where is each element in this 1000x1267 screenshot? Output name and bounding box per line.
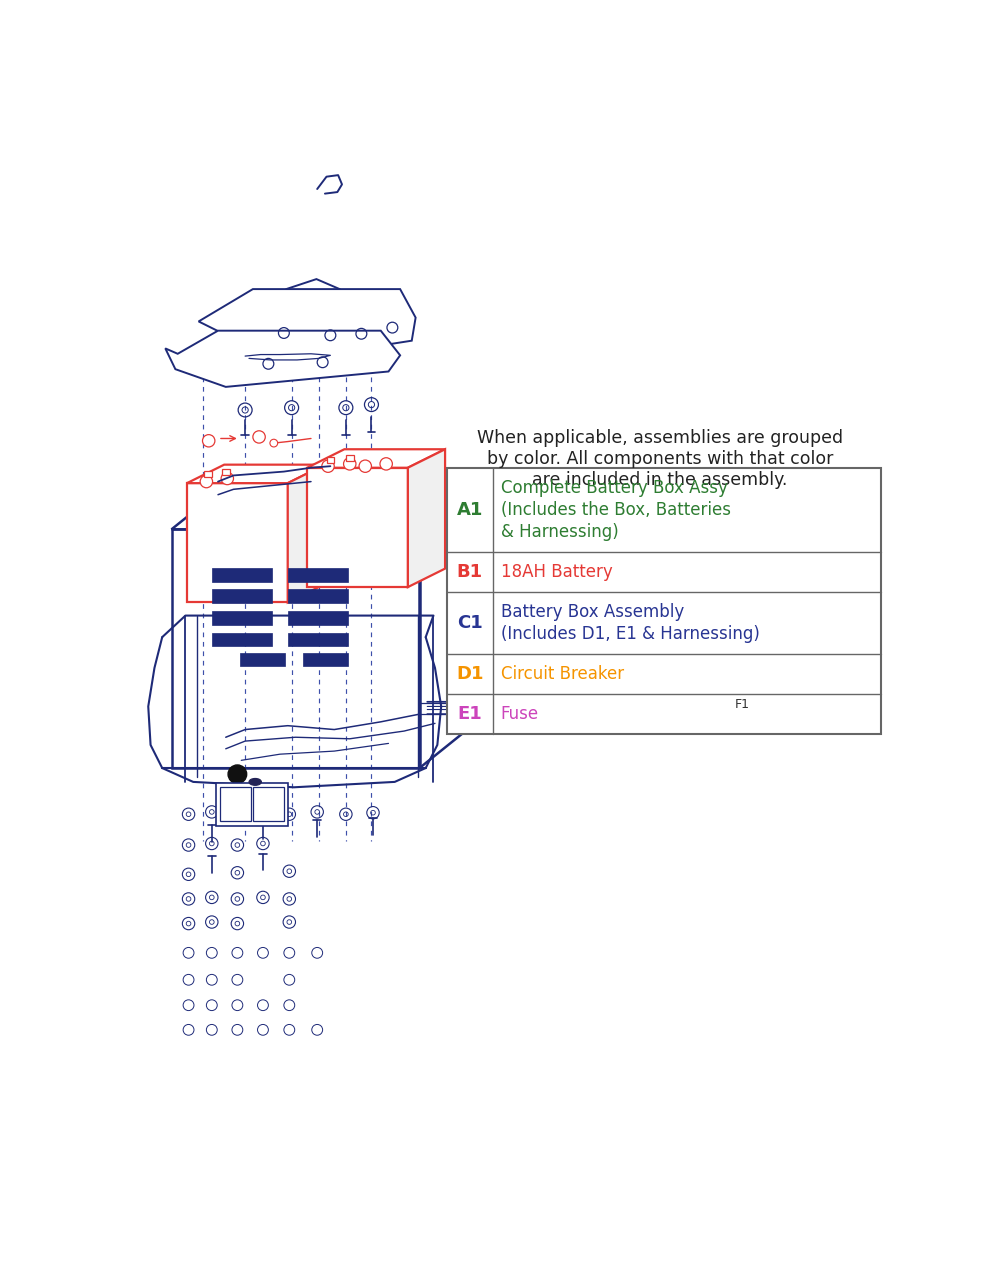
Circle shape [568, 704, 578, 713]
Polygon shape [307, 450, 445, 468]
Bar [447, 468, 881, 734]
Bar [212, 568, 272, 582]
Circle shape [693, 701, 704, 712]
Text: Complete Battery Box Assy
(Includes the Box, Batteries
& Harnessing): Complete Battery Box Assy (Includes the … [501, 479, 731, 541]
Circle shape [726, 688, 760, 722]
Ellipse shape [563, 665, 620, 732]
Text: B1: B1 [457, 564, 483, 582]
Text: Fuse: Fuse [501, 706, 539, 723]
Polygon shape [288, 465, 325, 603]
Text: Battery Box Assembly
(Includes D1, E1 & Harnessing): Battery Box Assembly (Includes D1, E1 & … [501, 603, 760, 644]
Circle shape [359, 460, 371, 473]
Circle shape [202, 435, 215, 447]
Polygon shape [199, 289, 416, 351]
Text: Circuit Breaker: Circuit Breaker [501, 665, 624, 683]
Polygon shape [187, 465, 325, 483]
Bar [619, 698, 636, 711]
Bar [288, 568, 348, 582]
Bar [303, 653, 348, 666]
Circle shape [228, 765, 247, 783]
Bar [220, 787, 251, 821]
Bar [326, 457, 334, 464]
Bar [216, 783, 288, 826]
Bar [212, 611, 272, 625]
Polygon shape [307, 468, 408, 587]
Circle shape [270, 440, 278, 447]
Circle shape [344, 457, 356, 470]
Bar [288, 589, 348, 603]
Circle shape [380, 457, 392, 470]
Bar [212, 589, 272, 603]
Bar [253, 787, 284, 821]
Circle shape [676, 696, 690, 710]
Text: When applicable, assemblies are grouped
by color. All components with that color: When applicable, assemblies are grouped … [477, 430, 843, 489]
Bar [222, 469, 230, 475]
Polygon shape [261, 279, 340, 345]
Bar [288, 611, 348, 625]
Polygon shape [187, 483, 288, 603]
Text: F1: F1 [735, 698, 750, 711]
Circle shape [322, 460, 334, 473]
Circle shape [710, 701, 718, 708]
Polygon shape [408, 450, 445, 587]
Text: C1: C1 [457, 614, 483, 632]
Text: E1: E1 [458, 706, 482, 723]
Bar [240, 653, 285, 666]
Text: 18AH Battery: 18AH Battery [501, 564, 613, 582]
Circle shape [200, 475, 213, 488]
Bar [346, 455, 354, 461]
Circle shape [655, 694, 664, 704]
Bar [212, 632, 272, 646]
Bar [288, 632, 348, 646]
Circle shape [680, 699, 686, 706]
Circle shape [221, 473, 234, 485]
Circle shape [633, 698, 647, 712]
Circle shape [253, 431, 265, 443]
Polygon shape [165, 331, 400, 386]
Bar [536, 691, 565, 712]
Text: A1: A1 [457, 500, 483, 519]
Bar [204, 471, 212, 476]
Polygon shape [536, 682, 574, 691]
Text: D1: D1 [456, 665, 484, 683]
Ellipse shape [249, 778, 261, 786]
